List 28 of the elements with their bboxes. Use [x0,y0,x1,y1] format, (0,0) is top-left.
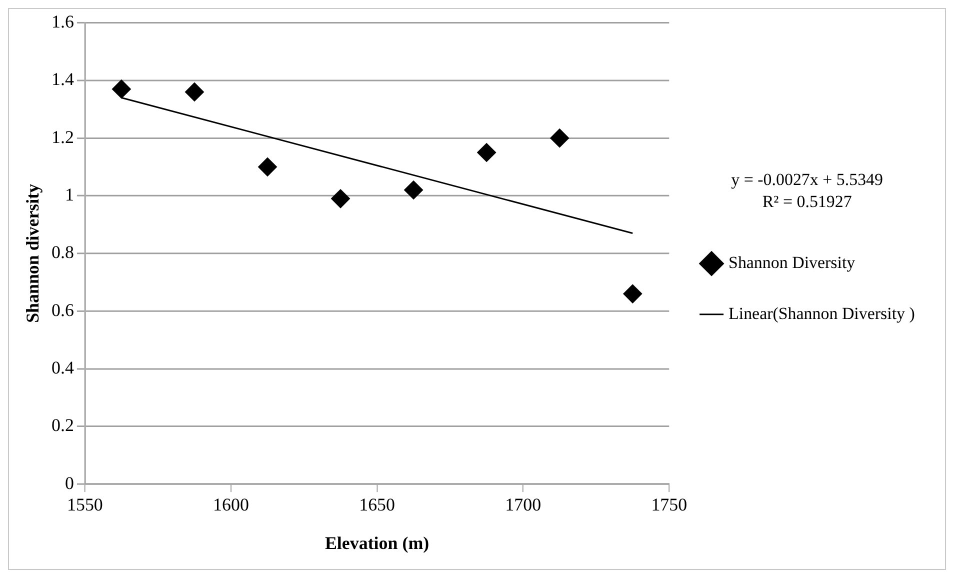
y-tick-label: 0.2 [52,415,74,436]
legend-label: Shannon Diversity [728,253,856,272]
point [477,143,496,162]
point [331,189,350,208]
y-tick-label: 0.6 [52,300,74,320]
text: R² = 0.51927 [762,192,852,211]
x-tick-label: 1750 [651,494,688,515]
x-tick-label: 1650 [359,494,396,515]
y-tick-label: 0 [64,472,74,493]
y-tick-label: 1.6 [52,11,74,32]
point [258,157,277,176]
point [112,80,131,99]
text: y = -0.0027x + 5.5349 [731,170,884,189]
point [550,128,570,148]
x-axis-title: Elevation (m) [324,532,430,553]
y-tick-label: 1.4 [52,69,74,90]
x-tick-label: 1700 [505,494,542,515]
point [184,82,204,102]
x-tick-label: 1600 [213,494,249,515]
point [623,284,642,304]
y-tick-label: 1 [64,184,74,204]
point [404,180,424,200]
y-axis-title: Shannon diversity [22,184,42,323]
y-tick-label: 0.4 [52,357,74,378]
y-tick-label: 0.8 [52,242,74,262]
x-tick-label: 1550 [66,494,103,515]
legend-label: Linear(Shannon Diversity ) [728,304,915,323]
y-tick-label: 1.2 [52,126,74,147]
